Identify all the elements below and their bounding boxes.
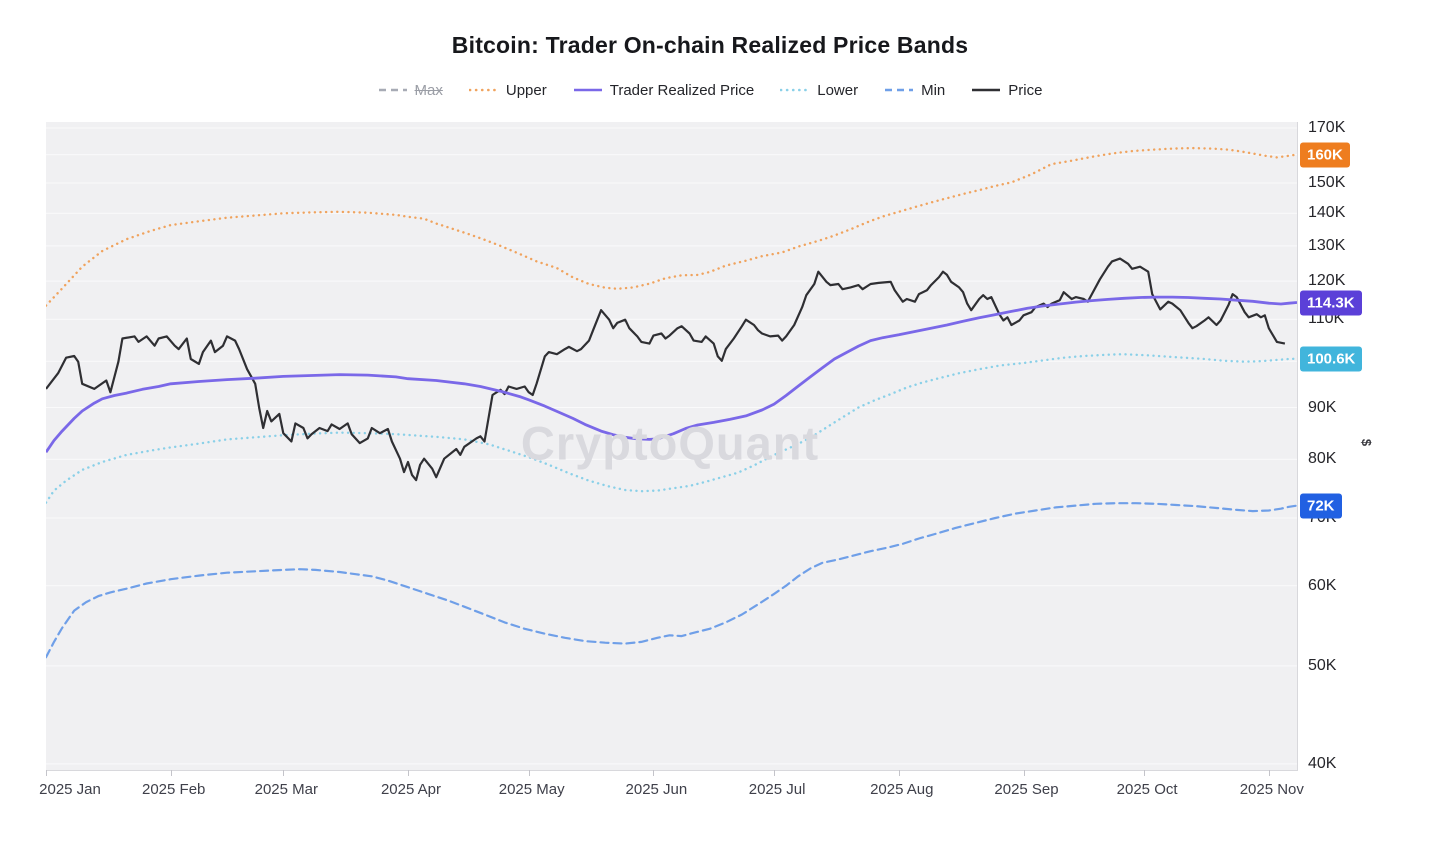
legend-item-lower[interactable]: Lower	[780, 82, 858, 99]
x-tick-label: 2025 Jun	[625, 781, 688, 798]
x-tick-label: 2025 Oct	[1116, 781, 1178, 798]
series-lower	[46, 352, 1297, 504]
x-tick	[408, 770, 409, 776]
x-tick	[774, 770, 776, 776]
legend-label: Upper	[505, 81, 547, 99]
legend-marker-dashed-icon	[378, 88, 407, 92]
x-tick-label: 2025 Jul	[748, 781, 806, 798]
x-tick-label: 2025 Aug	[870, 781, 934, 798]
x-tick-label: 2025 Mar	[254, 781, 318, 798]
legend-item-upper[interactable]: Upper	[468, 81, 547, 99]
legend-marker-solid-icon	[573, 88, 602, 92]
x-tick-label: 2025 May	[498, 781, 565, 798]
legend-marker-dotted-icon	[780, 88, 811, 92]
y-tick-label: 40K	[1308, 754, 1337, 772]
x-tick	[528, 770, 530, 776]
x-tick-label: 2025 Feb	[141, 781, 206, 798]
legend-marker-dashed-icon	[885, 88, 914, 92]
legend-label: Trader Realized Price	[609, 81, 755, 99]
series-trader-realized-price	[46, 295, 1297, 453]
x-axis: 2025 Jan 2025 Feb 2025 Mar 2025 Apr 2025 May…	[39, 770, 1306, 815]
x-tick	[1268, 770, 1270, 776]
y-tick-label: 60K	[1308, 576, 1337, 594]
x-tick-label: 2025 Nov	[1239, 781, 1304, 798]
legend-item-max[interactable]: Max	[378, 82, 443, 99]
x-tick	[1144, 770, 1146, 776]
legend: Max Upper Trader Realized Price Lower Min Pri…	[0, 79, 1420, 101]
legend-label: Price	[1008, 81, 1043, 99]
y-axis-unit-label: $	[1359, 438, 1375, 447]
legend-item-price[interactable]: Price	[971, 82, 1042, 99]
x-tick	[283, 770, 285, 776]
last-value-badge-lower: 100.6K	[1300, 346, 1363, 372]
legend-item-min[interactable]: Min	[884, 82, 945, 99]
x-tick	[653, 770, 655, 776]
last-value-badge-upper: 160K	[1300, 142, 1350, 168]
y-tick-label: 50K	[1308, 656, 1337, 674]
y-tick-label: 150K	[1308, 174, 1346, 191]
legend-label: Max	[414, 81, 443, 99]
x-tick-label: 2025 Apr	[380, 781, 442, 798]
series-price	[46, 257, 1286, 482]
legend-marker-dotted-icon	[468, 88, 499, 92]
series-upper	[46, 146, 1297, 307]
y-tick-label: 80K	[1308, 450, 1337, 468]
y-tick-label: 120K	[1308, 272, 1346, 290]
legend-label: Min	[921, 81, 946, 99]
series-min	[46, 502, 1297, 659]
chart-canvas	[46, 127, 1297, 765]
last-value-badge-min: 72K	[1300, 493, 1342, 519]
x-tick-label: 2025 Jan	[39, 781, 101, 798]
x-tick	[898, 770, 900, 776]
last-value-badge-trader: 114.3K	[1300, 290, 1362, 315]
x-tick	[170, 770, 172, 776]
y-tick-label: 90K	[1308, 398, 1337, 416]
chart-title: Bitcoin: Trader On-chain Realized Price …	[451, 32, 969, 58]
y-tick-label: 130K	[1308, 236, 1346, 254]
y-tick-label: 170K	[1308, 119, 1346, 136]
x-tick-label: 2025 Sep	[994, 781, 1059, 798]
legend-marker-solid-icon	[972, 88, 1001, 92]
x-tick	[1023, 770, 1025, 776]
y-tick-label: 140K	[1308, 204, 1346, 222]
plot-area: CryptoQuant	[46, 122, 1297, 771]
legend-label: Lower	[817, 81, 859, 99]
y-axis: 170K160K150K140K130K120K110K100K90K80K70…	[1297, 119, 1454, 772]
x-tick	[46, 770, 47, 776]
legend-item-trader-realized-price[interactable]: Trader Realized Price	[573, 81, 755, 99]
